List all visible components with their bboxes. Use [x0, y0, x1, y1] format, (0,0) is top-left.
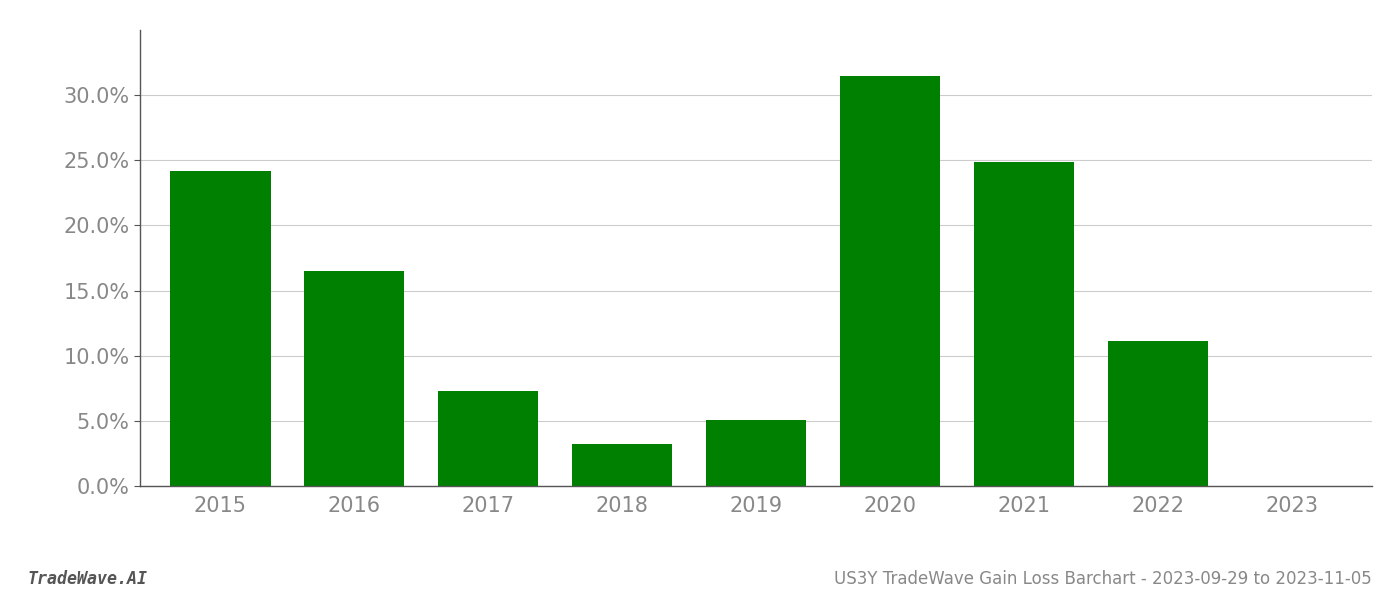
Text: TradeWave.AI: TradeWave.AI [28, 570, 148, 588]
Bar [840, 76, 941, 486]
Text: US3Y TradeWave Gain Loss Barchart - 2023-09-29 to 2023-11-05: US3Y TradeWave Gain Loss Barchart - 2023… [834, 570, 1372, 588]
Bar [171, 171, 270, 486]
Bar [304, 271, 405, 486]
Bar [571, 445, 672, 486]
Bar [973, 161, 1074, 486]
Bar [706, 419, 806, 486]
Bar [1107, 341, 1208, 486]
Bar [438, 391, 539, 486]
